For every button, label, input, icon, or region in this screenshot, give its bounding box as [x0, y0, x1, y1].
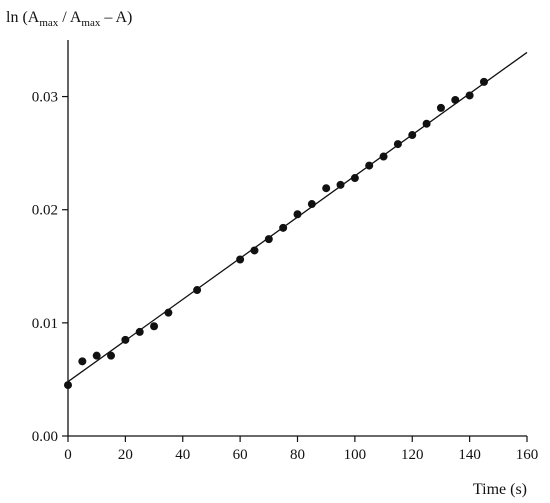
y-axis-title-sub2: max	[81, 17, 100, 29]
x-tick-label: 120	[401, 447, 424, 463]
data-point	[451, 95, 460, 104]
data-point	[422, 119, 431, 128]
data-point	[250, 246, 259, 255]
data-point	[465, 91, 474, 100]
data-point	[365, 161, 374, 170]
y-tick-label: 0.01	[32, 316, 58, 332]
data-point	[279, 223, 288, 232]
data-point	[350, 174, 359, 183]
x-tick-label: 20	[118, 447, 133, 463]
data-point	[150, 322, 159, 331]
y-axis-title: ln (Amax / Amax – A)	[6, 9, 132, 29]
data-point	[135, 327, 144, 336]
x-tick-label: 100	[344, 447, 367, 463]
data-point	[193, 286, 202, 295]
data-point	[322, 184, 331, 193]
y-axis-title-suffix: – A)	[100, 9, 132, 26]
y-axis-title-sub1: max	[39, 17, 58, 29]
x-tick-label: 160	[516, 447, 539, 463]
x-tick-label: 80	[290, 447, 305, 463]
data-points	[64, 77, 488, 390]
data-point	[393, 140, 402, 149]
x-tick-label: 140	[458, 447, 481, 463]
data-point	[293, 210, 302, 219]
data-point	[164, 308, 173, 317]
data-point	[436, 103, 445, 112]
data-point	[408, 131, 417, 140]
data-point	[78, 357, 87, 366]
y-tick-label: 0.00	[32, 429, 58, 445]
data-point	[107, 351, 116, 360]
x-tick-label: 40	[175, 447, 190, 463]
y-axis-title-middle: / A	[58, 9, 82, 26]
y-tick-label: 0.02	[32, 203, 58, 219]
data-point	[336, 180, 345, 189]
data-point	[307, 200, 316, 209]
y-axis-ticks: 0.00 0.01 0.02 0.03	[32, 90, 68, 445]
data-point	[236, 255, 245, 264]
data-point	[479, 77, 488, 86]
x-axis-title: Time (s)	[473, 481, 527, 498]
x-tick-label: 0	[64, 447, 72, 463]
x-axis-ticks: 0 20 40 60 80 100 120 140 160	[64, 436, 538, 463]
data-point	[92, 351, 101, 360]
data-point	[121, 335, 130, 344]
data-point	[264, 235, 273, 244]
y-axis-title-prefix: ln (A	[6, 9, 40, 26]
data-point	[379, 152, 388, 161]
y-tick-label: 0.03	[32, 90, 58, 106]
x-tick-label: 60	[233, 447, 248, 463]
data-point	[64, 381, 72, 390]
